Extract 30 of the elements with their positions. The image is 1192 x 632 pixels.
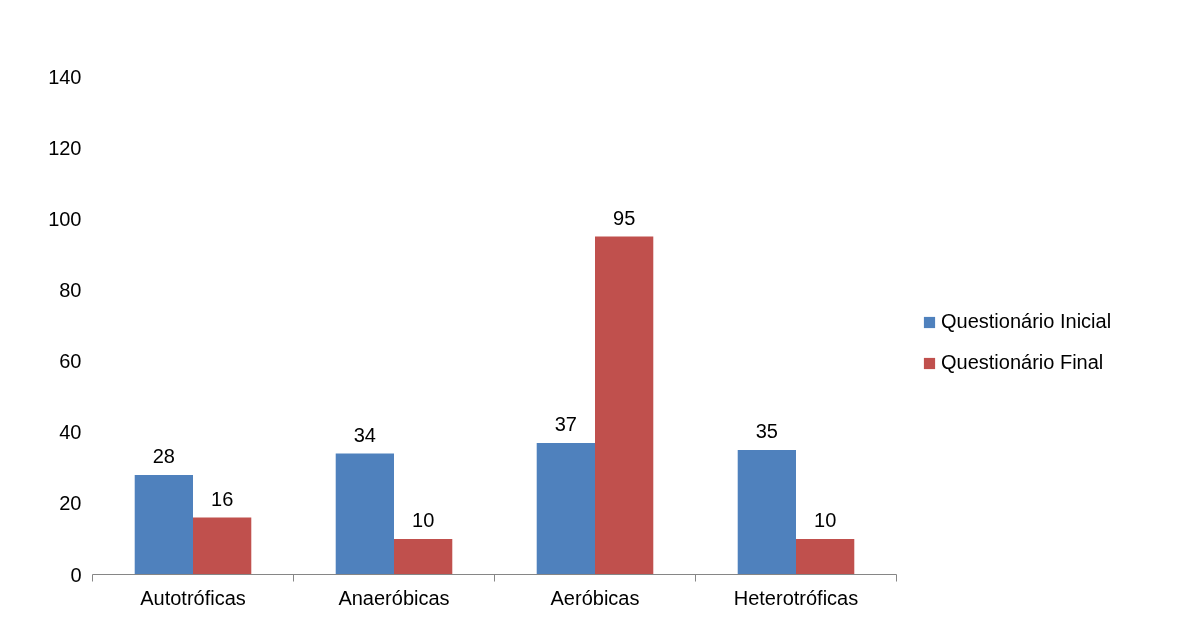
data-label: 10 <box>412 508 435 531</box>
x-tick-label: Aeróbicas <box>550 586 640 609</box>
bar <box>595 236 654 575</box>
bar <box>134 474 193 575</box>
bar <box>394 538 453 575</box>
bar <box>737 450 796 575</box>
y-tick-label: 80 <box>59 278 82 301</box>
x-tick-label: Anaeróbicas <box>338 586 450 609</box>
y-tick-label: 60 <box>59 350 82 373</box>
legend-label: Questionário Final <box>941 351 1104 374</box>
data-label: 28 <box>152 444 175 467</box>
x-tick-label: Autotróficas <box>140 586 246 609</box>
x-tick-label: Heterotróficas <box>733 586 859 609</box>
y-tick-label: 0 <box>70 563 82 586</box>
data-label: 35 <box>755 420 778 442</box>
data-label: 37 <box>554 412 577 435</box>
data-label: 16 <box>211 487 234 510</box>
y-tick-label: 120 <box>48 136 82 159</box>
y-tick-label: 100 <box>48 207 82 230</box>
y-tick-label: 140 <box>48 65 82 88</box>
data-label: 95 <box>613 206 636 229</box>
bar <box>335 453 394 575</box>
data-label: 10 <box>814 508 837 531</box>
bar <box>536 442 595 575</box>
data-label: 34 <box>353 423 376 446</box>
bar <box>193 517 252 575</box>
y-tick-label: 40 <box>59 421 82 444</box>
y-tick-label: 20 <box>59 492 82 515</box>
legend-label: Questionário Inicial <box>941 310 1112 333</box>
bar <box>796 538 855 575</box>
